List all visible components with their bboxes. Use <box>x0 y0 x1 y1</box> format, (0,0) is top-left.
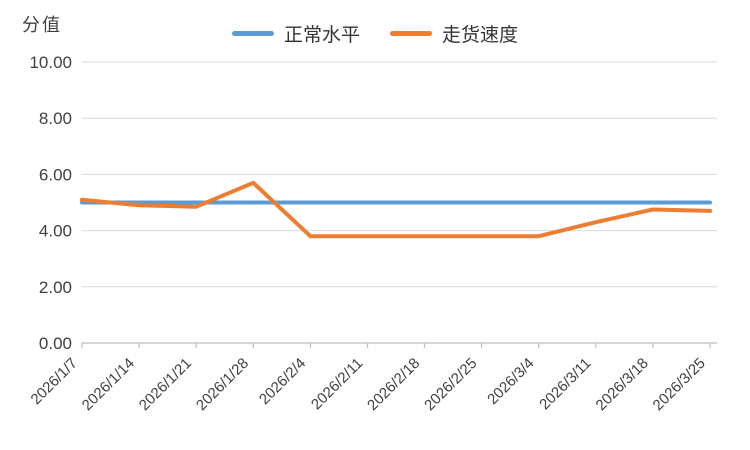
x-tick-label: 2026/3/25 <box>650 355 709 414</box>
y-tick-label: 10.00 <box>29 53 72 72</box>
y-tick-label: 2.00 <box>39 278 72 297</box>
y-tick-label: 8.00 <box>39 109 72 128</box>
x-tick-label: 2026/1/14 <box>79 355 138 414</box>
legend-item-normal-level: 正常水平 <box>231 20 360 47</box>
series-line-1 <box>80 180 712 239</box>
x-tick-label: 2026/1/7 <box>28 355 81 408</box>
x-tick-label: 2026/3/11 <box>536 355 594 413</box>
x-tick-label: 2026/2/25 <box>421 355 480 414</box>
y-tick-label: 6.00 <box>39 165 72 184</box>
y-tick-label: 0.00 <box>39 334 72 353</box>
x-tick-label: 2026/3/18 <box>593 355 652 414</box>
legend-item-shipping-speed: 走货速度 <box>390 20 518 47</box>
x-tick-label: 2026/2/18 <box>364 355 423 414</box>
legend-label-shipping-speed: 走货速度 <box>442 25 519 46</box>
legend-line-swatch-blue <box>231 31 274 36</box>
legend-line-swatch-orange <box>390 31 432 36</box>
y-axis-title: 分值 <box>22 15 62 35</box>
legend-label-normal-level: 正常水平 <box>283 25 360 46</box>
x-tick-label: 2026/3/4 <box>484 355 537 408</box>
x-tick-label: 2026/1/21 <box>136 355 195 414</box>
y-tick-label: 4.00 <box>39 222 72 241</box>
x-tick-label: 2026/2/11 <box>308 355 366 413</box>
x-tick-label: 2026/2/4 <box>256 355 309 408</box>
legend: 正常水平 走货速度 <box>0 20 750 47</box>
x-tick-label: 2026/1/28 <box>193 355 252 414</box>
